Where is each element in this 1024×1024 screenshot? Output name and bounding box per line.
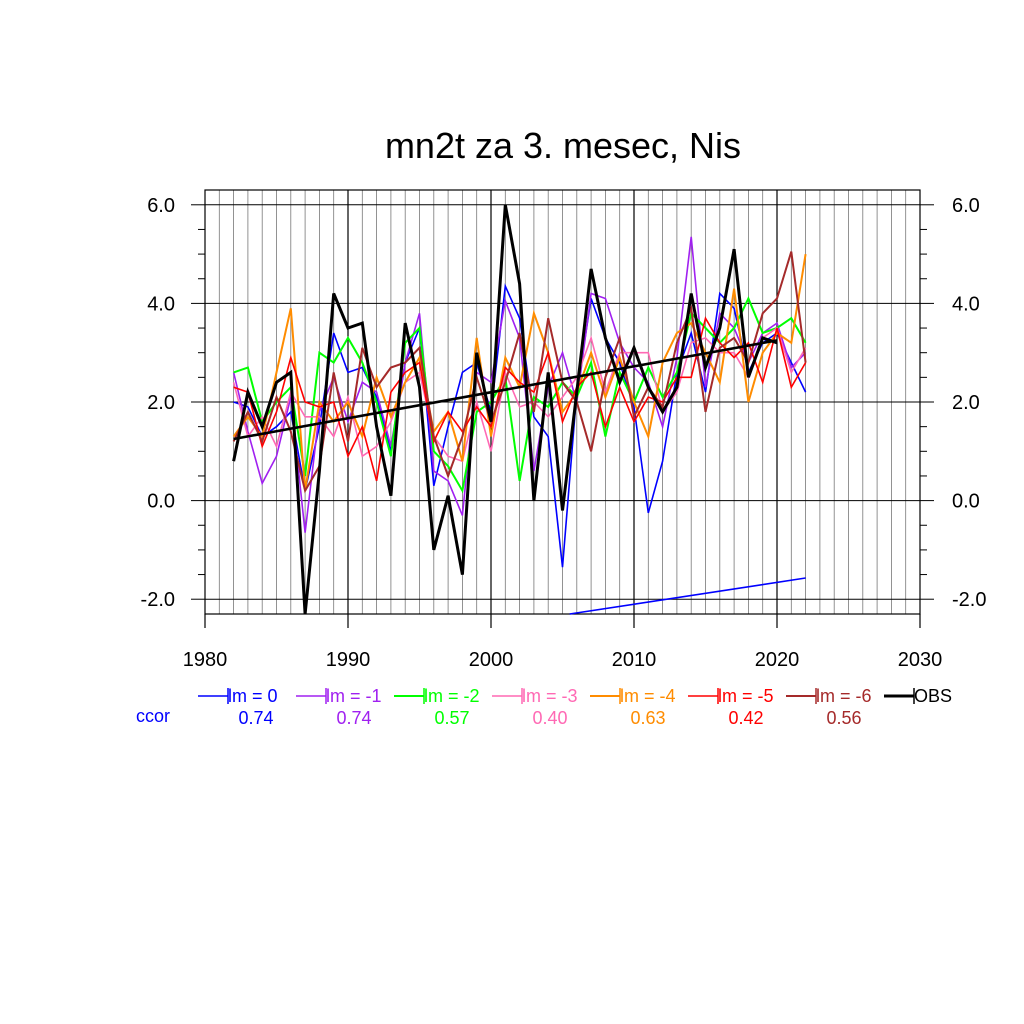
x-tick-label: 2000 bbox=[469, 649, 514, 671]
y-tick-label-right: 6.0 bbox=[952, 195, 980, 217]
series-line-lm-3 bbox=[232, 326, 807, 463]
legend-label: lm = -2 bbox=[424, 686, 480, 706]
legend-label: lm = -6 bbox=[816, 686, 872, 706]
ccor-label: ccor bbox=[136, 706, 170, 726]
y-tick-label-right: 2.0 bbox=[952, 392, 980, 414]
trend-line bbox=[233, 339, 778, 441]
legend-ccor-value: 0.57 bbox=[434, 708, 469, 728]
y-tick-label-left: 0.0 bbox=[147, 491, 175, 513]
trend-line bbox=[569, 577, 806, 615]
x-tick-label: 2030 bbox=[898, 649, 943, 671]
axes: 1980 1990 2000 2010 2020 2030 -2.0 -2.0 0.0 0.0 2.… bbox=[141, 189, 986, 671]
legend-ccor-value: 0.63 bbox=[630, 708, 665, 728]
legend-label: lm = -1 bbox=[326, 686, 382, 706]
legend-ccor-value: 0.74 bbox=[238, 708, 273, 728]
y-tick-label-left: 6.0 bbox=[147, 195, 175, 217]
series-line-obs bbox=[232, 204, 778, 615]
x-tick-label: 1990 bbox=[326, 649, 371, 671]
legend-ccor-value: 0.74 bbox=[336, 708, 371, 728]
legend-ccor-value: 0.42 bbox=[728, 708, 763, 728]
legend-label: lm = 0 bbox=[228, 686, 278, 706]
series-line-lm-6 bbox=[232, 251, 807, 494]
chart-title: mn2t za 3. mesec, Nis bbox=[385, 125, 741, 166]
y-tick-label-right: 4.0 bbox=[952, 293, 980, 315]
x-tick-label: 1980 bbox=[183, 649, 228, 671]
legend-label: lm = -3 bbox=[522, 686, 578, 706]
y-tick-label-right: 0.0 bbox=[952, 491, 980, 513]
y-tick-label-left: 4.0 bbox=[147, 293, 175, 315]
x-tick-label: 2020 bbox=[755, 649, 800, 671]
legend-label: OBS bbox=[914, 686, 952, 706]
y-tick-label-left: -2.0 bbox=[141, 589, 175, 611]
legend-ccor-value: 0.56 bbox=[826, 708, 861, 728]
legend-label: lm = -4 bbox=[620, 686, 676, 706]
legend-label: lm = -5 bbox=[718, 686, 774, 706]
y-tick-label-left: 2.0 bbox=[147, 392, 175, 414]
series-lines bbox=[232, 204, 807, 615]
x-tick-label: 2010 bbox=[612, 649, 657, 671]
legend-ccor-value: 0.40 bbox=[532, 708, 567, 728]
y-tick-label-right: -2.0 bbox=[952, 589, 986, 611]
